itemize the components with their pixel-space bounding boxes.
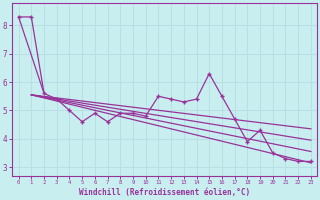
X-axis label: Windchill (Refroidissement éolien,°C): Windchill (Refroidissement éolien,°C) xyxy=(79,188,250,197)
